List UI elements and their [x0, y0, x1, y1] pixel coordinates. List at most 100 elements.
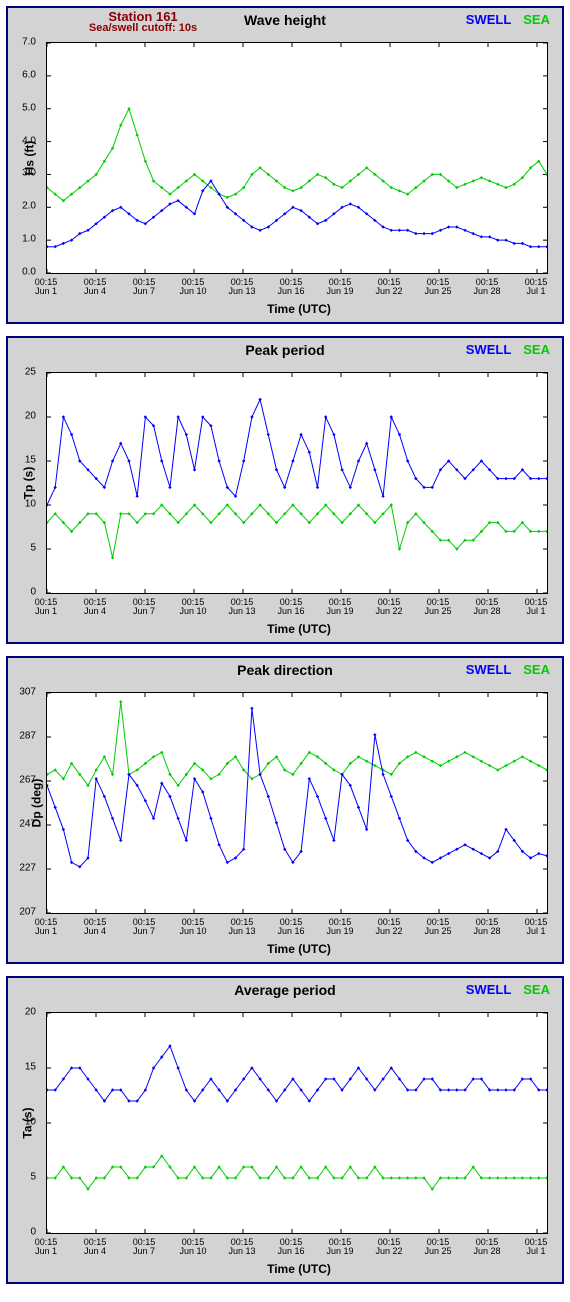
ytick-label: 0.0	[22, 267, 36, 278]
peak-direction-sea-line	[47, 702, 547, 786]
ytick-label: 3.0	[22, 168, 36, 179]
peak-period-legend: SWELL SEA	[466, 342, 550, 357]
xtick-label: 00:15Jun 16	[277, 1238, 304, 1256]
xtick-label: 00:15Jun 7	[133, 1238, 156, 1256]
xtick-label: 00:15Jun 1	[35, 278, 58, 296]
peak-period-plot-wrap: Tp (s)0510152025	[46, 372, 552, 594]
xtick-label: 00:15Jun 13	[228, 918, 255, 936]
xtick-label: 00:15Jun 22	[375, 1238, 402, 1256]
peak-period-plot	[46, 372, 548, 594]
ytick-label: 15	[25, 1062, 36, 1073]
ytick-label: 227	[19, 863, 36, 874]
ytick-label: 0	[30, 587, 36, 598]
xtick-label: 00:15Jun 1	[35, 918, 58, 936]
peak-direction-xticks: 00:15Jun 100:15Jun 400:15Jun 700:15Jun 1…	[46, 918, 552, 940]
ytick-label: 247	[19, 819, 36, 830]
legend-sea: SEA	[523, 982, 550, 997]
xtick-label: 00:15Jun 28	[473, 598, 500, 616]
xtick-label: 00:15Jun 22	[375, 278, 402, 296]
xtick-label: 00:15Jun 16	[277, 918, 304, 936]
ytick-label: 25	[25, 367, 36, 378]
wave-height-header: Station 161Sea/swell cutoff: 10sWave hei…	[8, 8, 562, 42]
xtick-label: 00:15Jun 1	[35, 598, 58, 616]
legend-sea: SEA	[523, 12, 550, 27]
average-period-legend: SWELLSEA	[466, 982, 550, 997]
wave-height-plot-wrap: Hs (ft)0.01.02.03.04.05.06.07.0	[46, 42, 552, 274]
wave-height-legend: SWELLSEA	[466, 12, 550, 27]
xtick-label: 00:15Jun 4	[84, 918, 107, 936]
average-period-xticks: 00:15Jun 100:15Jun 400:15Jun 700:15Jun 1…	[46, 1238, 552, 1260]
xtick-label: 00:15Jun 25	[424, 918, 451, 936]
average-period-plot	[46, 1012, 548, 1234]
ytick-label: 20	[25, 411, 36, 422]
ytick-label: 0	[30, 1227, 36, 1238]
xtick-label: 00:15Jun 13	[228, 1238, 255, 1256]
xtick-label: 00:15Jun 19	[326, 278, 353, 296]
xtick-label: 00:15Jun 16	[277, 598, 304, 616]
xtick-label: 00:15Jun 25	[424, 1238, 451, 1256]
ytick-label: 5.0	[22, 102, 36, 113]
xtick-label: 00:15Jun 19	[326, 598, 353, 616]
ytick-label: 20	[25, 1007, 36, 1018]
xtick-label: 00:15Jun 7	[133, 278, 156, 296]
legend-swell: SWELL	[466, 342, 512, 357]
ytick-label: 2.0	[22, 201, 36, 212]
peak-direction-xlabel: Time (UTC)	[46, 942, 552, 956]
legend-sea: SEA	[523, 342, 550, 357]
ytick-label: 287	[19, 731, 36, 742]
ytick-label: 5	[30, 543, 36, 554]
average-period-panel: Average periodSWELLSEATa (s)05101520 00:1…	[6, 976, 564, 1284]
xtick-label: 00:15Jun 22	[375, 598, 402, 616]
xtick-label: 00:15Jun 19	[326, 918, 353, 936]
wave-height-xticks: 00:15Jun 100:15Jun 400:15Jun 700:15Jun 1…	[46, 278, 552, 300]
average-period-swell-line	[47, 1046, 547, 1101]
average-period-header: Average periodSWELLSEA	[8, 978, 562, 1012]
peak-direction-plot	[46, 692, 548, 914]
average-period-xlabel: Time (UTC)	[46, 1262, 552, 1276]
ytick-label: 6.0	[22, 69, 36, 80]
wave-height-plot	[46, 42, 548, 274]
peak-period-xlabel: Time (UTC)	[46, 622, 552, 636]
ytick-label: 10	[25, 1117, 36, 1128]
xtick-label: 00:15Jun 28	[473, 278, 500, 296]
ytick-label: 10	[25, 499, 36, 510]
legend-swell: SWELL	[466, 662, 512, 677]
wave-height-xlabel: Time (UTC)	[46, 302, 552, 316]
ytick-label: 7.0	[22, 37, 36, 48]
xtick-label: 00:15Jun 16	[277, 278, 304, 296]
ytick-label: 4.0	[22, 135, 36, 146]
peak-direction-panel: Peak directionSWELLSEADp (deg)2072272472…	[6, 656, 564, 964]
xtick-label: 00:15Jun 28	[473, 1238, 500, 1256]
xtick-label: 00:15Jun 10	[179, 598, 206, 616]
ytick-label: 267	[19, 775, 36, 786]
peak-period-swell-line	[47, 399, 547, 505]
average-period-plot-wrap: Ta (s)05101520	[46, 1012, 552, 1234]
xtick-label: 00:15Jun 10	[179, 918, 206, 936]
ytick-label: 1.0	[22, 234, 36, 245]
peak-period-sea-line	[47, 505, 547, 558]
ytick-label: 307	[19, 687, 36, 698]
xtick-label: 00:15Jun 25	[424, 598, 451, 616]
peak-period-ylabel: Tp (s)	[21, 467, 35, 500]
average-period-sea-line	[47, 1156, 547, 1189]
xtick-label: 00:15Jun 10	[179, 278, 206, 296]
peak-period-panel: Peak periodSWELLSEATp (s)051015202500:15…	[6, 336, 564, 644]
peak-direction-header: Peak directionSWELLSEA	[8, 658, 562, 692]
peak-direction-legend: SWELL SEA	[466, 662, 550, 677]
peak-direction-swell-line	[47, 708, 547, 866]
wave-height-panel: Station 161Sea/swell cutoff: 10sWave hei…	[6, 6, 564, 324]
xtick-label: 00:15Jul 1	[525, 278, 548, 296]
xtick-label: 00:15Jun 13	[228, 278, 255, 296]
xtick-label: 00:15Jun 25	[424, 278, 451, 296]
xtick-label: 00:15Jul 1	[525, 1238, 548, 1256]
peak-direction-plot-wrap: Dp (deg)207227247267287307	[46, 692, 552, 914]
xtick-label: 00:15Jun 7	[133, 598, 156, 616]
peak-period-header: Peak periodSWELLSEA	[8, 338, 562, 372]
ytick-label: 207	[19, 907, 36, 918]
xtick-label: 00:15Jun 22	[375, 918, 402, 936]
xtick-label: 00:15Jun 1	[35, 1238, 58, 1256]
xtick-label: 00:15Jun 28	[473, 918, 500, 936]
legend-sea: SEA	[523, 662, 550, 677]
xtick-label: 00:15Jun 10	[179, 1238, 206, 1256]
ytick-label: 5	[30, 1172, 36, 1183]
